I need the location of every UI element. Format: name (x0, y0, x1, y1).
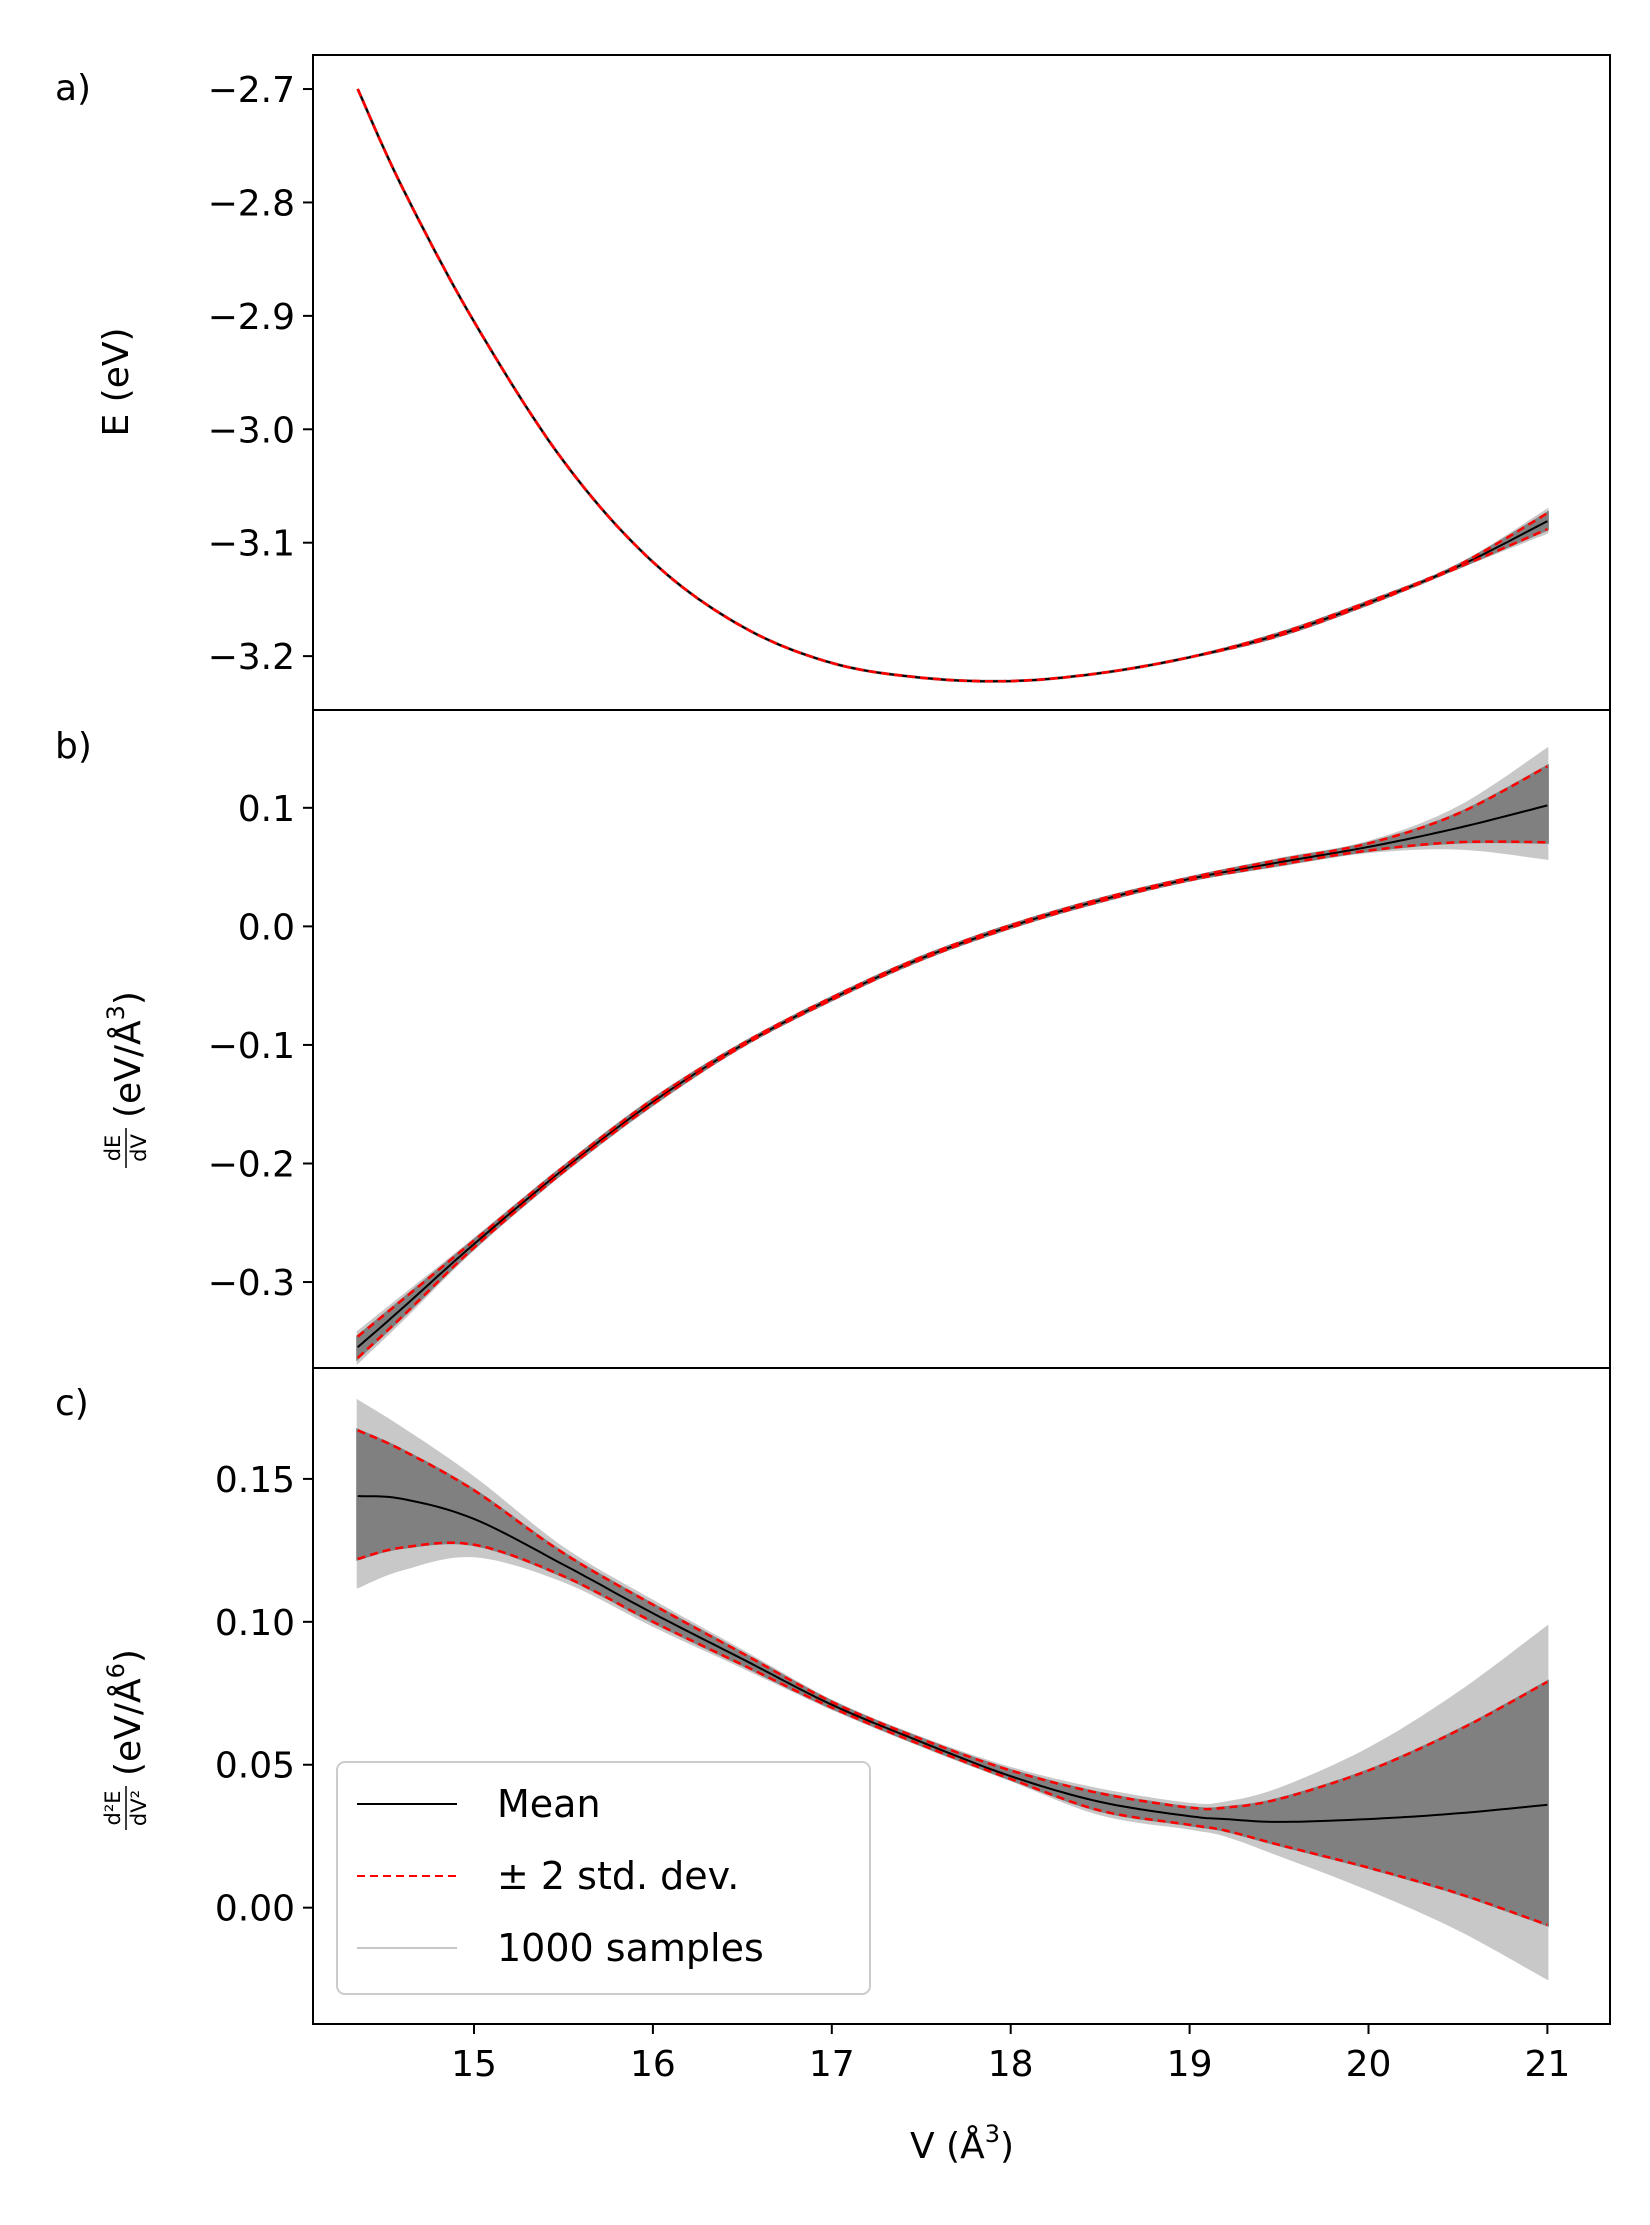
panel-b-ylabel-close: ) (108, 991, 149, 1005)
legend-label-mean: Mean (497, 1782, 601, 1826)
panel-c: c) 0.15 0.10 0.05 0.00 15 16 17 18 19 20 21 d²E d… (55, 1367, 1611, 2167)
panel-a-y-tick-label: −2.9 (208, 297, 295, 338)
panel-c-ylabel-unit-text: (eV/Å6) (102, 1649, 149, 1776)
panel-a-std-lower-line (356, 88, 1548, 683)
panel-c-x-ticks: 15 16 17 18 19 20 21 (451, 2024, 1570, 2085)
x-tick-label: 20 (1346, 2044, 1392, 2085)
panel-c-ylabel-close: ) (108, 1649, 149, 1663)
panel-b-y-tick-label: −0.3 (208, 1263, 295, 1304)
panel-a-sample-spread (356, 88, 1549, 683)
panel-c-frame (312, 1367, 1611, 2025)
panel-b-mean-line (357, 804, 1548, 1349)
panel-a-frame (312, 54, 1611, 711)
panel-c-y-tick-label: 0.10 (215, 1603, 295, 1644)
panel-b-samples-band (356, 763, 1549, 1362)
panel-a-mean-line (356, 88, 1548, 683)
legend: Mean ± 2 std. dev. 1000 samples (336, 1761, 871, 1995)
panel-label-a: a) (55, 68, 91, 109)
panel-b-sample-spread (356, 746, 1549, 1365)
panel-c-y-ticks: 0.15 0.10 0.05 0.00 (215, 1460, 313, 1930)
x-tick-label: 16 (630, 2044, 676, 2085)
panel-b-y-ticks: 0.1 0.0 −0.1 −0.2 −0.3 (208, 789, 313, 1304)
panel-b-frame (312, 709, 1611, 1369)
panel-label-c: c) (55, 1383, 89, 1424)
panel-b-ylabel-denominator: dV (127, 1134, 151, 1162)
panel-a-y-axis-label: E (eV) (96, 327, 137, 436)
panel-c-y-tick-label: 0.05 (215, 1746, 295, 1787)
panel-c-ylabel-unit: (eV/Å (106, 1678, 149, 1776)
panel-a-y-tick-label: −3.2 (208, 637, 295, 678)
panel-label-b: b) (55, 726, 92, 767)
x-tick-label: 19 (1167, 2044, 1213, 2085)
x-axis-label: V (Å3) (910, 2120, 1014, 2167)
x-axis-label-close: ) (1000, 2126, 1014, 2167)
panel-c-series (356, 1398, 1549, 1981)
panel-b-ylabel-unit: (eV/Å (106, 1020, 149, 1118)
x-axis-label-text: V (Å (910, 2124, 985, 2167)
panel-b-ylabel-numerator: dE (101, 1135, 125, 1162)
panel-b-y-axis-label: dE dV (eV/Å3) (101, 991, 151, 1168)
legend-box (336, 1761, 871, 1995)
panel-c-std-upper-line (357, 1429, 1548, 1811)
panel-c-ylabel-numerator: d²E (101, 1790, 125, 1825)
panel-c-std-lower-line (357, 1541, 1548, 1926)
panel-b-std-lower-line (356, 840, 1548, 1359)
x-tick-label: 17 (809, 2044, 855, 2085)
panel-c-mean-line (357, 1495, 1548, 1823)
panel-a-y-tick-label: −3.0 (208, 410, 295, 451)
panel-a-y-tick-label: −2.7 (208, 70, 295, 111)
panel-b: b) 0.1 0.0 −0.1 −0.2 −0.3 dE dV (eV/Å3) (55, 709, 1611, 1369)
panel-c-y-tick-label: 0.15 (215, 1460, 295, 1501)
panel-c-y-axis-label: d²E dV² (eV/Å6) (101, 1649, 151, 1830)
panel-a-samples-band (356, 88, 1549, 683)
legend-label-std: ± 2 std. dev. (497, 1854, 739, 1898)
x-tick-label: 21 (1524, 2044, 1570, 2085)
x-tick-label: 15 (451, 2044, 497, 2085)
panel-a: a) −2.7 −2.8 −2.9 −3.0 −3.1 −3.2 E (eV) (55, 54, 1611, 711)
panel-b-y-tick-label: −0.2 (208, 1144, 295, 1185)
panel-a-std-upper-line (356, 88, 1549, 683)
legend-label-samples: 1000 samples (497, 1926, 764, 1970)
panel-a-y-tick-label: −3.1 (208, 524, 295, 565)
panel-b-y-tick-label: −0.1 (208, 1026, 295, 1067)
panel-b-y-tick-label: 0.0 (238, 907, 295, 948)
panel-b-ylabel-sup: 3 (102, 1005, 130, 1020)
x-axis-label-sup: 3 (985, 2120, 1000, 2148)
panel-b-series (356, 746, 1549, 1365)
panel-a-y-ticks: −2.7 −2.8 −2.9 −3.0 −3.1 −3.2 (208, 70, 313, 678)
panel-a-series (356, 88, 1549, 683)
panel-b-ylabel-unit-text: (eV/Å3) (102, 991, 149, 1118)
panel-c-ylabel-denominator: dV² (127, 1790, 151, 1826)
panel-b-y-tick-label: 0.1 (238, 789, 295, 830)
x-tick-label: 18 (988, 2044, 1034, 2085)
panel-a-y-tick-label: −2.8 (208, 183, 295, 224)
panel-c-ylabel-sup: 6 (102, 1663, 130, 1678)
panel-c-y-tick-label: 0.00 (215, 1889, 295, 1930)
panel-b-std-upper-line (356, 765, 1549, 1338)
